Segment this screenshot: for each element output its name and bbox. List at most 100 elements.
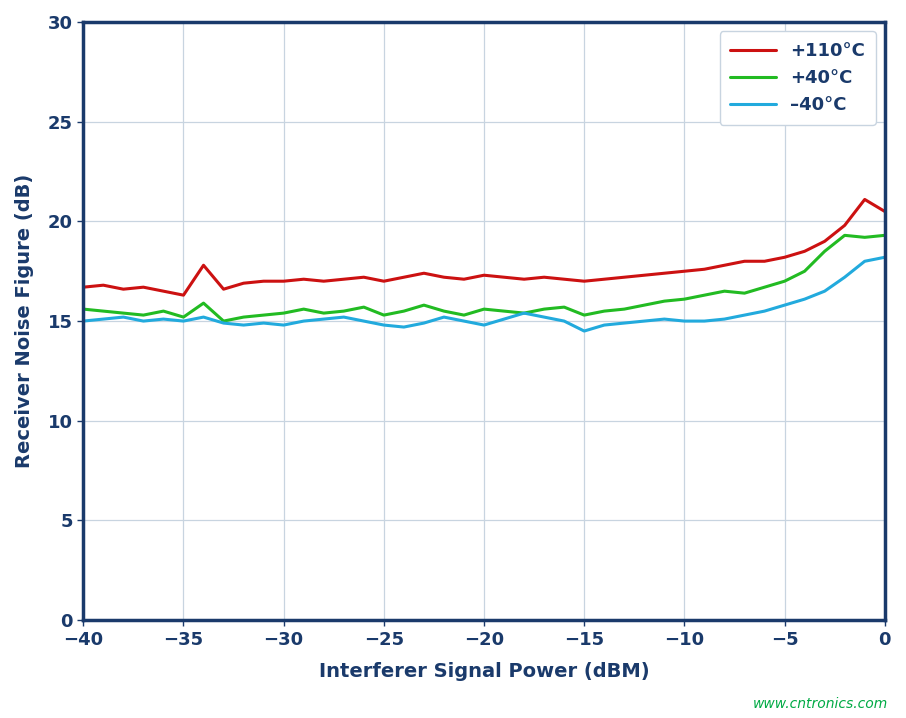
+40°C (458, 311, 469, 320)
–40°C (338, 313, 349, 322)
+110°C (458, 275, 469, 284)
X-axis label: Interferer Signal Power (dBM): Interferer Signal Power (dBM) (319, 663, 650, 681)
–40°C (278, 321, 289, 330)
+40°C (579, 311, 590, 320)
+40°C (138, 311, 149, 320)
+40°C (178, 313, 189, 322)
+110°C (278, 277, 289, 286)
+40°C (679, 295, 689, 304)
+40°C (238, 313, 249, 322)
+110°C (178, 291, 189, 299)
+110°C (859, 195, 870, 204)
–40°C (799, 295, 810, 304)
+110°C (518, 275, 529, 284)
–40°C (719, 314, 730, 323)
–40°C (419, 319, 429, 327)
+40°C (599, 307, 610, 315)
+40°C (78, 305, 89, 314)
–40°C (118, 313, 129, 322)
+40°C (439, 307, 449, 315)
+40°C (498, 307, 509, 315)
+110°C (739, 257, 750, 266)
–40°C (238, 321, 249, 330)
–40°C (318, 314, 329, 323)
–40°C (359, 317, 370, 325)
–40°C (98, 314, 109, 323)
+110°C (78, 283, 89, 292)
+40°C (198, 299, 209, 307)
+40°C (779, 277, 790, 286)
–40°C (458, 317, 469, 325)
+110°C (498, 273, 509, 281)
+110°C (218, 285, 229, 294)
+110°C (779, 253, 790, 261)
+110°C (679, 267, 689, 276)
–40°C (298, 317, 309, 325)
+40°C (318, 309, 329, 317)
Line: –40°C: –40°C (83, 257, 885, 331)
+110°C (379, 277, 390, 286)
+110°C (478, 271, 489, 279)
+110°C (298, 275, 309, 284)
+40°C (539, 305, 550, 314)
–40°C (579, 327, 590, 335)
+40°C (659, 297, 670, 305)
–40°C (379, 321, 390, 330)
Y-axis label: Receiver Noise Figure (dB): Receiver Noise Figure (dB) (15, 174, 34, 468)
–40°C (399, 323, 410, 332)
+40°C (880, 231, 891, 240)
–40°C (518, 309, 529, 317)
+110°C (839, 221, 850, 230)
+110°C (439, 273, 449, 281)
–40°C (178, 317, 189, 325)
+110°C (759, 257, 770, 266)
–40°C (198, 313, 209, 322)
+40°C (859, 233, 870, 242)
+40°C (559, 303, 570, 312)
+110°C (579, 277, 590, 286)
+110°C (158, 287, 169, 296)
+110°C (359, 273, 370, 281)
+40°C (619, 305, 630, 314)
+40°C (518, 309, 529, 317)
–40°C (759, 307, 770, 315)
–40°C (158, 314, 169, 323)
+110°C (98, 281, 109, 289)
+40°C (258, 311, 269, 320)
+40°C (839, 231, 850, 240)
Legend: +110°C, +40°C, –40°C: +110°C, +40°C, –40°C (719, 31, 876, 125)
+110°C (799, 247, 810, 256)
–40°C (819, 287, 830, 296)
–40°C (138, 317, 149, 325)
–40°C (559, 317, 570, 325)
+40°C (278, 309, 289, 317)
+40°C (719, 287, 730, 296)
–40°C (258, 319, 269, 327)
+110°C (198, 261, 209, 269)
–40°C (679, 317, 689, 325)
+110°C (419, 269, 429, 278)
–40°C (739, 311, 750, 320)
–40°C (619, 319, 630, 327)
+40°C (799, 267, 810, 276)
+40°C (338, 307, 349, 315)
Text: www.cntronics.com: www.cntronics.com (753, 697, 888, 711)
+40°C (419, 301, 429, 309)
–40°C (539, 313, 550, 322)
–40°C (218, 319, 229, 327)
+40°C (379, 311, 390, 320)
–40°C (78, 317, 89, 325)
+40°C (759, 283, 770, 292)
+110°C (399, 273, 410, 281)
+110°C (719, 261, 730, 269)
+110°C (539, 273, 550, 281)
+40°C (819, 247, 830, 256)
+40°C (158, 307, 169, 315)
–40°C (859, 257, 870, 266)
Line: +40°C: +40°C (83, 236, 885, 321)
+110°C (559, 275, 570, 284)
+110°C (258, 277, 269, 286)
+110°C (238, 279, 249, 287)
+110°C (118, 285, 129, 294)
+40°C (118, 309, 129, 317)
